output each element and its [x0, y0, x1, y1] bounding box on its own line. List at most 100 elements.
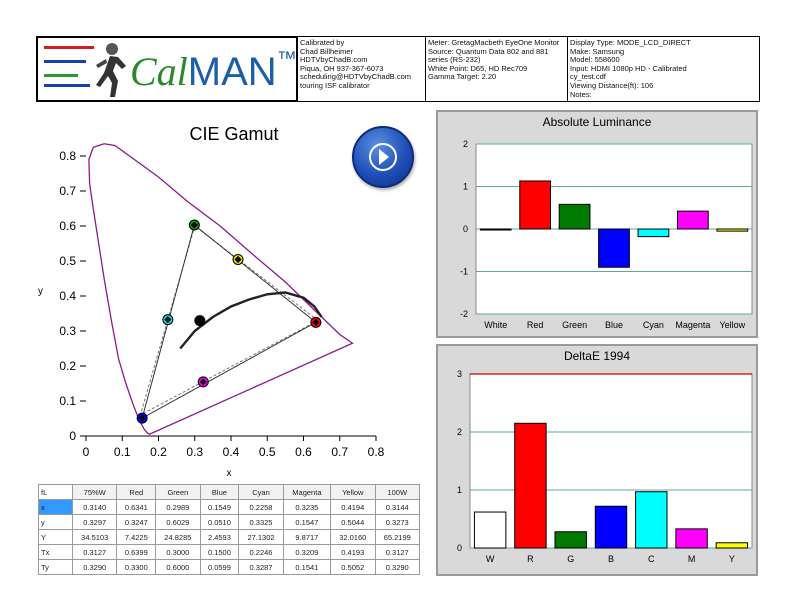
x-tick-label: 0.6	[295, 445, 312, 459]
bar-g	[554, 531, 587, 549]
cie-gamut-chart: CIE Gamut 0 0.1 0.2 0.3 0.4 0.5 0.6 0.7 0.8 0 0.1 0.…	[38, 124, 385, 478]
table-cell[interactable]: 0.3247	[116, 514, 157, 530]
table-row[interactable]: y 0.3297 0.3247 0.6029 0.0510 0.3325 0.1547 0.5…	[38, 514, 420, 530]
y-tick-label: 2	[457, 427, 462, 437]
logo-bar-blue	[44, 60, 86, 63]
logo-bar-blue-2	[44, 84, 90, 87]
category-label: Yellow	[719, 320, 745, 330]
bar-c	[635, 491, 668, 549]
y-tick-label: 0	[463, 224, 468, 234]
point-blue-measured	[138, 414, 146, 422]
table-cell[interactable]: 0.2246	[238, 544, 284, 560]
table-cell[interactable]: 0.5052	[330, 559, 376, 575]
column-header: Magenta	[282, 484, 332, 500]
table-row[interactable]: Ty 0.3290 0.3300 0.6000 0.0599 0.3287 0.1541 0.…	[38, 559, 420, 575]
table-cell[interactable]: 0.3300	[116, 559, 157, 575]
y-tick-label: -1	[460, 267, 468, 277]
column-header: 75%W	[71, 484, 118, 500]
point-magenta-measured	[199, 378, 207, 386]
table-cell[interactable]: 0.0599	[199, 559, 240, 575]
row-header[interactable]: y	[38, 514, 73, 530]
table-cell[interactable]: 27.1302	[238, 529, 284, 545]
row-header[interactable]: Tx	[38, 544, 73, 560]
y-tick-label: 2	[463, 139, 468, 149]
running-man-icon	[96, 43, 126, 97]
table-cell[interactable]: 0.1541	[282, 559, 332, 575]
table-cell[interactable]: 24.8285	[155, 529, 201, 545]
y-tick-label: 0.4	[59, 289, 76, 303]
table-row[interactable]: x 0.3140 0.6341 0.2989 0.1549 0.2258 0.3235 0.4…	[38, 499, 420, 515]
table-cell[interactable]: 0.4193	[330, 544, 376, 560]
table-cell[interactable]: 34.5103	[71, 529, 118, 545]
table-row[interactable]: Y 34.5103 7.4225 24.8285 2.4593 27.1302 9.8717…	[38, 529, 420, 545]
y-tick-label: 0.8	[59, 149, 76, 163]
row-header[interactable]: x	[38, 499, 73, 515]
table-cell[interactable]: 0.6399	[116, 544, 157, 560]
category-label: White	[484, 320, 507, 330]
calman-logo: CalMAN™	[36, 36, 298, 102]
table-header-row: fL 75%W Red Green Blue Cyan Magenta Yell…	[38, 484, 420, 500]
table-cell[interactable]: 65.2199	[374, 529, 420, 545]
table-cell[interactable]: 0.1547	[282, 514, 332, 530]
category-label: M	[688, 554, 696, 564]
table-cell[interactable]: 0.3144	[374, 499, 420, 515]
table-cell[interactable]: 0.6341	[116, 499, 157, 515]
bar-m	[675, 528, 708, 549]
table-cell[interactable]: 0.3325	[238, 514, 284, 530]
point-white-measured	[196, 317, 204, 325]
table-cell[interactable]: 0.4194	[330, 499, 376, 515]
measurement-table: fL 75%W Red Green Blue Cyan Magenta Yell…	[38, 484, 420, 575]
table-cell[interactable]: 0.5044	[330, 514, 376, 530]
column-header: Blue	[199, 484, 240, 500]
table-cell[interactable]: 0.1549	[199, 499, 240, 515]
table-row[interactable]: Tx 0.3127 0.6399 0.3000 0.1500 0.2246 0.3209 0.…	[38, 544, 420, 560]
category-label: G	[567, 554, 574, 564]
table-cell[interactable]: 0.3209	[282, 544, 332, 560]
table-cell[interactable]: 0.3273	[374, 514, 420, 530]
table-cell[interactable]: 0.3000	[155, 544, 201, 560]
table-cell[interactable]: 9.8717	[282, 529, 332, 545]
row-header[interactable]: Y	[38, 529, 73, 545]
bar-magenta	[676, 210, 709, 230]
play-button[interactable]	[352, 126, 414, 188]
table-cell[interactable]: 0.6000	[155, 559, 201, 575]
column-header: Cyan	[238, 484, 284, 500]
point-yellow-measured	[234, 255, 242, 263]
column-header: Yellow	[330, 484, 376, 500]
deltae-title: DeltaE 1994	[563, 349, 631, 363]
y-tick-label: 0.6	[59, 219, 76, 233]
y-tick-label: 0	[457, 543, 462, 553]
bar-green	[558, 203, 591, 230]
table-cell[interactable]: 0.3127	[374, 544, 420, 560]
deltae-chart: 0 1 2 3 W R G B C M Y	[457, 369, 753, 564]
y-tick-label: 1	[463, 182, 468, 192]
deltae-panel: DeltaE 1994 0 1 2 3 W R G B C M Y	[436, 344, 758, 576]
table-cell[interactable]: 0.3287	[238, 559, 284, 575]
table-cell[interactable]: 0.3290	[374, 559, 420, 575]
bar-red	[519, 180, 552, 230]
table-cell[interactable]: 0.6029	[155, 514, 201, 530]
table-cell[interactable]: 0.3127	[71, 544, 118, 560]
bar-blue	[598, 228, 630, 268]
bar-b	[594, 505, 628, 549]
table-cell[interactable]: 0.2258	[238, 499, 284, 515]
row-header[interactable]: Ty	[38, 559, 73, 575]
table-cell[interactable]: 0.0510	[199, 514, 240, 530]
meter-info: Meter: GretagMacbeth EyeOne Monitor Sour…	[426, 36, 568, 102]
table-cell[interactable]: 2.4593	[199, 529, 240, 545]
table-cell[interactable]: 32.0160	[330, 529, 376, 545]
table-cell[interactable]: 0.3290	[71, 559, 118, 575]
bar-white	[479, 228, 512, 231]
table-cell[interactable]: 7.4225	[116, 529, 157, 545]
y-tick-label: 0.7	[59, 184, 76, 198]
logo-bar-green	[44, 74, 78, 77]
table-cell[interactable]: 0.3140	[71, 499, 118, 515]
table-cell[interactable]: 0.3297	[71, 514, 118, 530]
table-cell[interactable]: 0.2989	[155, 499, 201, 515]
table-cell[interactable]: 0.1500	[199, 544, 240, 560]
y-tick-label: 0.3	[59, 324, 76, 338]
x-tick-label: 0	[83, 445, 90, 459]
y-tick-label: 3	[457, 369, 462, 379]
bar-r	[514, 422, 547, 549]
table-cell[interactable]: 0.3235	[282, 499, 332, 515]
